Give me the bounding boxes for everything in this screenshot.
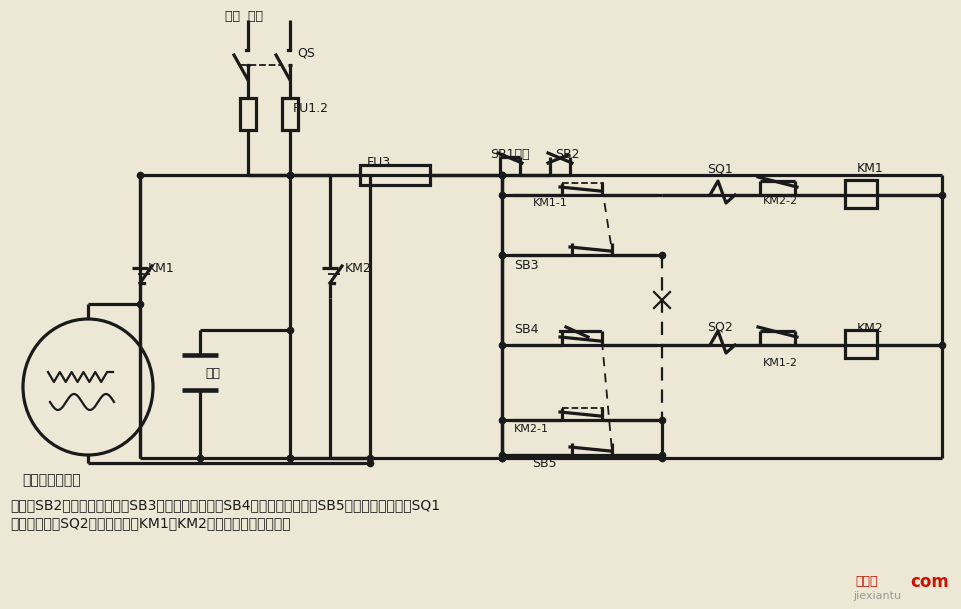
Text: KM2: KM2	[345, 262, 371, 275]
Text: SQ2: SQ2	[706, 320, 732, 333]
Text: QS: QS	[297, 47, 314, 60]
Text: KM1-1: KM1-1	[532, 198, 567, 208]
Text: SB1停止: SB1停止	[489, 148, 529, 161]
Text: KM1-2: KM1-2	[762, 358, 798, 368]
Text: jiexiantu: jiexiantu	[852, 591, 900, 601]
Text: SQ1: SQ1	[706, 162, 732, 175]
Text: SB2: SB2	[554, 148, 579, 161]
Text: KM1: KM1	[148, 262, 175, 275]
Text: KM2: KM2	[856, 322, 883, 335]
Text: 说明：SB2为上升启动按钮，SB3为上升点动按钮，SB4为下降启动按钮，SB5为下降点动按钮；SQ1: 说明：SB2为上升启动按钮，SB3为上升点动按钮，SB4为下降启动按钮，SB5为…	[10, 498, 440, 512]
Text: SB5: SB5	[531, 457, 556, 470]
Bar	[359, 165, 430, 185]
Text: KM1: KM1	[856, 162, 883, 175]
Text: 接线图: 接线图	[854, 575, 876, 588]
Bar	[844, 330, 876, 358]
Text: 电容: 电容	[205, 367, 220, 380]
Text: KM2-1: KM2-1	[513, 424, 549, 434]
Text: 火线  零线: 火线 零线	[225, 10, 262, 23]
Bar	[282, 98, 298, 130]
Text: SB3: SB3	[513, 259, 538, 272]
Text: KM2-2: KM2-2	[762, 196, 798, 206]
Bar	[844, 180, 876, 208]
Text: SB4: SB4	[513, 323, 538, 336]
Text: 单相电容电动机: 单相电容电动机	[22, 473, 81, 487]
Text: FU1.2: FU1.2	[293, 102, 329, 115]
Bar	[239, 98, 256, 130]
Text: FU3: FU3	[366, 156, 391, 169]
Text: com: com	[909, 573, 948, 591]
Text: 为最高限位，SQ2为最低限位。KM1、KM2可用中间继电器代替。: 为最高限位，SQ2为最低限位。KM1、KM2可用中间继电器代替。	[10, 516, 290, 530]
